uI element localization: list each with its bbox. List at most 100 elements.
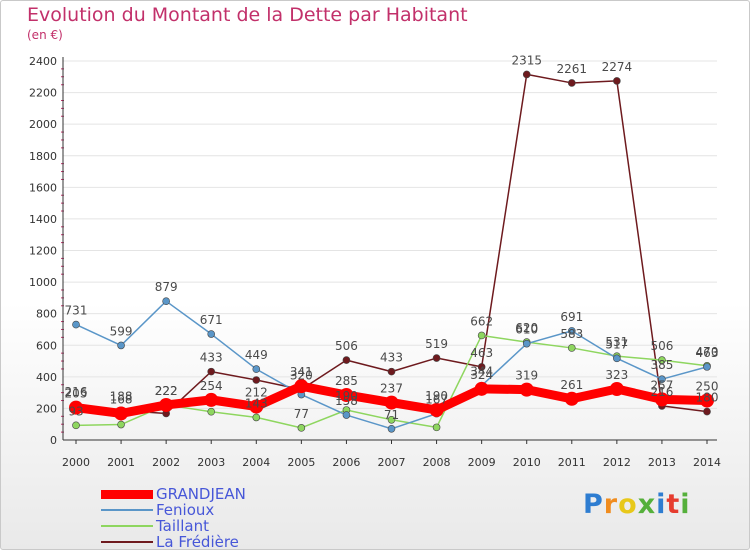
- data-point-fenioux: [522, 339, 531, 348]
- y-tick-label: 600: [36, 339, 57, 352]
- data-label-taillant: 620: [515, 321, 538, 335]
- data-label-grandjean: 323: [605, 368, 628, 382]
- y-tick-label: 200: [36, 402, 57, 415]
- proxiti-logo: Proxiti: [583, 489, 691, 520]
- data-point-la-fr-di-re: [567, 79, 576, 87]
- x-tick-label: 2008: [423, 456, 451, 469]
- data-point-taillant: [117, 420, 125, 429]
- legend-label: GRANDJEAN: [156, 485, 246, 503]
- data-point-la-fr-di-re: [432, 354, 441, 362]
- data-point-fenioux: [567, 327, 576, 335]
- data-label-fenioux: 463: [696, 346, 719, 360]
- data-point-fenioux: [703, 363, 711, 371]
- data-point-fenioux: [387, 424, 396, 433]
- x-tick-label: 2007: [378, 456, 406, 469]
- data-point-grandjean: [159, 397, 174, 412]
- data-label-fenioux: 599: [110, 324, 133, 338]
- data-label-la-fr-di-re: 320: [290, 368, 313, 382]
- data-label-taillant: 190: [335, 389, 358, 403]
- legend-label: Taillant: [156, 517, 209, 535]
- x-tick-label: 2010: [513, 456, 541, 469]
- data-point-fenioux: [658, 375, 666, 384]
- data-point-grandjean: [474, 381, 489, 396]
- data-label-taillant: 470: [696, 345, 719, 359]
- legend-item: Fenioux: [101, 501, 214, 519]
- data-label-la-fr-di-re: 519: [425, 337, 448, 351]
- data-point-grandjean: [339, 387, 354, 402]
- y-tick-label: 0: [50, 434, 57, 447]
- legend-label: Fenioux: [156, 501, 215, 519]
- y-tick-label: 2000: [29, 118, 57, 131]
- data-label-grandjean: 237: [380, 382, 403, 396]
- data-label-la-fr-di-re: 463: [470, 346, 493, 360]
- data-point-taillant: [432, 423, 441, 432]
- data-point-grandjean: [69, 400, 83, 415]
- data-label-taillant: 583: [560, 327, 583, 341]
- data-label-taillant: 93: [68, 404, 83, 418]
- data-label-grandjean: 254: [200, 379, 223, 393]
- data-label-grandjean: 257: [650, 378, 673, 392]
- x-tick-label: 2011: [558, 456, 586, 469]
- data-label-fenioux: 385: [650, 358, 673, 372]
- data-point-grandjean: [519, 382, 534, 397]
- data-label-la-fr-di-re: 506: [335, 339, 358, 353]
- y-tick-label: 2200: [29, 87, 57, 100]
- x-tick-label: 2004: [242, 456, 270, 469]
- data-point-la-fr-di-re: [522, 70, 531, 79]
- chart-title: Evolution du Montant de la Dette par Hab…: [27, 4, 468, 26]
- data-label-taillant: 222: [155, 384, 178, 398]
- series-layer: [69, 70, 714, 433]
- x-tick-label: 2012: [603, 456, 631, 469]
- data-label-la-fr-di-re: 2315: [511, 53, 542, 67]
- data-label-fenioux: 517: [605, 337, 628, 351]
- data-point-fenioux: [117, 341, 125, 350]
- data-point-la-fr-di-re: [703, 407, 711, 416]
- data-label-fenioux: 671: [200, 313, 223, 327]
- data-label-fenioux: 731: [65, 304, 88, 318]
- data-label-grandjean: 261: [560, 378, 583, 392]
- chart-subtitle: (en €): [27, 28, 63, 42]
- x-tick-label: 2013: [648, 456, 676, 469]
- data-point-taillant: [207, 407, 216, 416]
- data-point-grandjean: [249, 399, 264, 414]
- data-label-grandjean: 250: [696, 380, 719, 394]
- data-point-grandjean: [700, 393, 714, 408]
- data-label-la-fr-di-re: 188: [110, 389, 133, 403]
- y-tick-label: 2400: [29, 55, 57, 68]
- data-label-grandjean: 190: [425, 389, 448, 403]
- data-point-taillant: [72, 421, 80, 430]
- data-point-grandjean: [429, 402, 444, 417]
- data-point-grandjean: [294, 379, 309, 394]
- data-label-fenioux: 71: [384, 408, 399, 422]
- data-label-taillant: 662: [470, 314, 493, 328]
- x-tick-label: 2000: [62, 456, 90, 469]
- data-label-grandjean: 341: [290, 365, 313, 379]
- data-point-fenioux: [252, 365, 261, 373]
- y-tick-label: 1200: [29, 245, 57, 258]
- data-label-grandjean: 205: [65, 387, 88, 401]
- x-tick-label: 2014: [693, 456, 721, 469]
- data-label-fenioux: 691: [560, 310, 583, 324]
- data-point-taillant: [387, 415, 396, 424]
- data-label-fenioux: 344: [470, 365, 493, 379]
- y-tick-label: 800: [36, 308, 57, 321]
- data-label-fenioux: 449: [245, 348, 268, 362]
- data-label-grandjean: 212: [245, 386, 268, 400]
- x-tick-label: 2002: [152, 456, 180, 469]
- x-tick-label: 2009: [468, 456, 496, 469]
- y-tick-label: 1800: [29, 150, 57, 163]
- data-point-grandjean: [564, 391, 579, 406]
- data-point-taillant: [297, 424, 306, 432]
- data-label-taillant: 77: [294, 407, 309, 421]
- legend-label: La Frédière: [156, 533, 239, 550]
- x-tick-label: 2001: [107, 456, 135, 469]
- data-point-fenioux: [162, 297, 170, 305]
- y-tick-label: 1000: [29, 276, 57, 289]
- data-point-la-fr-di-re: [252, 376, 261, 384]
- legend-swatch: [101, 489, 153, 499]
- data-point-taillant: [477, 331, 486, 340]
- data-label-la-fr-di-re: 180: [696, 391, 719, 405]
- data-point-fenioux: [342, 411, 351, 419]
- data-point-grandjean: [609, 381, 624, 396]
